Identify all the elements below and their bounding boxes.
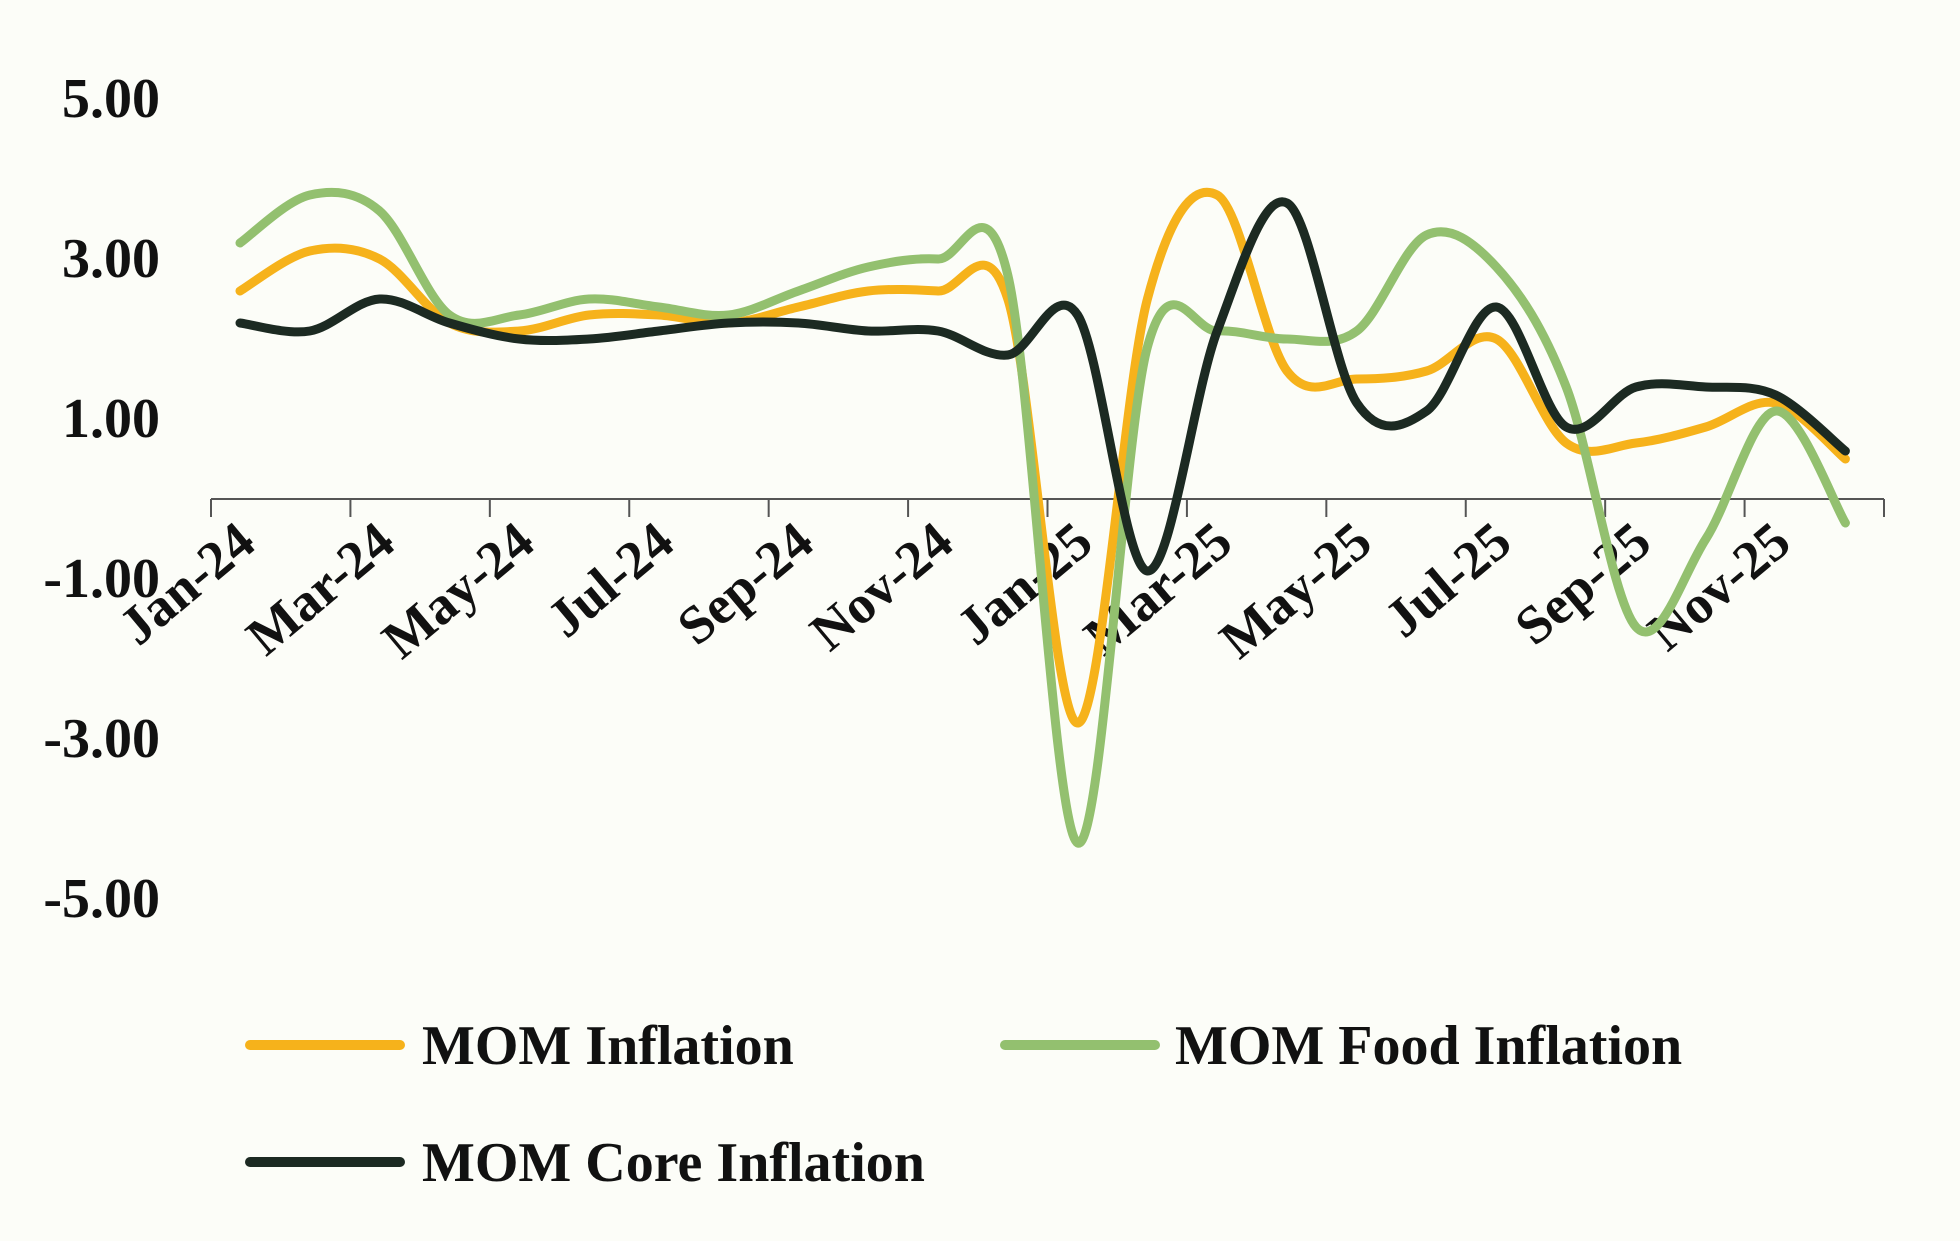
x-tick-label: Jan-25 xyxy=(945,510,1103,656)
series-line-mom-core-inflation xyxy=(235,197,1850,576)
legend-label: MOM Core Inflation xyxy=(422,1132,925,1194)
y-tick-label: -1.00 xyxy=(43,548,160,610)
x-tick-label: Sep-24 xyxy=(666,510,824,656)
y-tick-label: 5.00 xyxy=(62,68,160,130)
x-tick-label: Jul-24 xyxy=(536,510,685,649)
series-lines xyxy=(235,187,1850,848)
x-axis xyxy=(210,498,1885,517)
x-tick-label: Nov-24 xyxy=(799,510,964,662)
y-tick-label: 1.00 xyxy=(62,388,160,450)
y-tick-label: -3.00 xyxy=(43,708,160,770)
x-tick-label: Jul-25 xyxy=(1373,510,1522,649)
y-axis-tick-labels: 5.00 3.00 1.00 -1.00 -3.00 -5.00 xyxy=(43,68,160,930)
legend: MOM Inflation MOM Food Inflation MOM Core … xyxy=(245,1015,1682,1194)
x-tick-label: Mar-24 xyxy=(235,510,405,666)
x-tick-label: May-24 xyxy=(371,510,545,670)
y-tick-label: -5.00 xyxy=(43,868,160,930)
y-tick-label: 3.00 xyxy=(62,228,160,290)
x-tick-label: Sep-25 xyxy=(1504,510,1662,656)
x-tick-label: Nov-25 xyxy=(1636,510,1801,662)
legend-label: MOM Food Inflation xyxy=(1175,1015,1682,1077)
x-tick-label: May-25 xyxy=(1208,510,1382,670)
x-axis-tick-labels: Jan-24Mar-24May-24Jul-24Sep-24Nov-24Jan-… xyxy=(108,510,1802,670)
legend-label: MOM Inflation xyxy=(422,1015,794,1077)
series-line-mom-food-inflation xyxy=(235,187,1850,848)
series-line-mom-inflation xyxy=(235,187,1850,728)
